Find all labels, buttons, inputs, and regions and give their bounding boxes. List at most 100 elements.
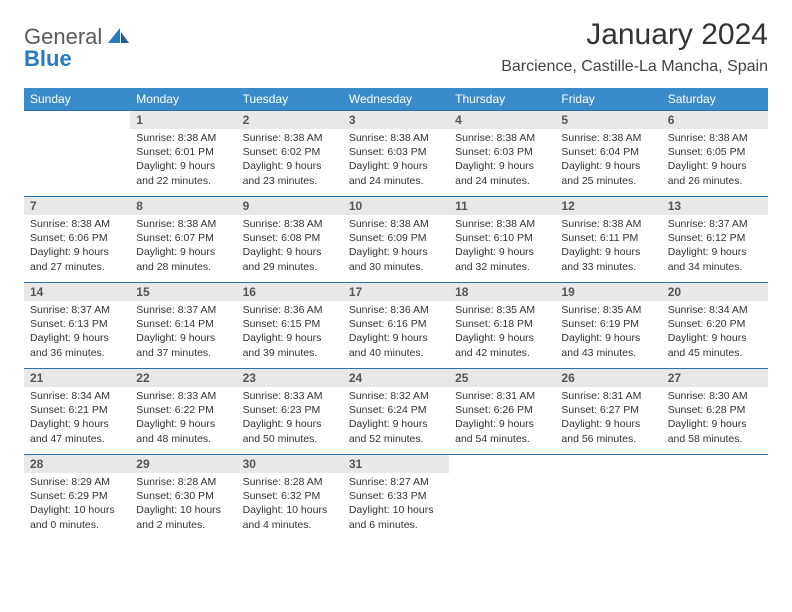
sunset-line: Sunset: 6:18 PM [455, 317, 549, 331]
sunset-line: Sunset: 6:02 PM [243, 145, 337, 159]
day-number: 14 [24, 283, 130, 301]
day-number: 15 [130, 283, 236, 301]
day-number [555, 455, 661, 459]
day-number: 28 [24, 455, 130, 473]
weekday-header-row: Sunday Monday Tuesday Wednesday Thursday… [24, 88, 768, 111]
daylight-line: Daylight: 9 hours and 34 minutes. [668, 245, 762, 273]
day-details: Sunrise: 8:33 AMSunset: 6:22 PMDaylight:… [130, 387, 236, 452]
daylight-line: Daylight: 9 hours and 24 minutes. [349, 159, 443, 187]
sunset-line: Sunset: 6:26 PM [455, 403, 549, 417]
sunset-line: Sunset: 6:05 PM [668, 145, 762, 159]
day-details: Sunrise: 8:34 AMSunset: 6:21 PMDaylight:… [24, 387, 130, 452]
sunrise-line: Sunrise: 8:38 AM [561, 131, 655, 145]
calendar-day-cell [555, 455, 661, 541]
sunrise-line: Sunrise: 8:31 AM [455, 389, 549, 403]
calendar-day-cell: 23Sunrise: 8:33 AMSunset: 6:23 PMDayligh… [237, 369, 343, 455]
weekday-header: Friday [555, 88, 661, 111]
sunrise-line: Sunrise: 8:38 AM [243, 131, 337, 145]
day-details: Sunrise: 8:36 AMSunset: 6:16 PMDaylight:… [343, 301, 449, 366]
daylight-line: Daylight: 9 hours and 43 minutes. [561, 331, 655, 359]
sunrise-line: Sunrise: 8:38 AM [668, 131, 762, 145]
sunset-line: Sunset: 6:11 PM [561, 231, 655, 245]
sunset-line: Sunset: 6:24 PM [349, 403, 443, 417]
sunrise-line: Sunrise: 8:38 AM [136, 217, 230, 231]
day-details: Sunrise: 8:37 AMSunset: 6:14 PMDaylight:… [130, 301, 236, 366]
daylight-line: Daylight: 9 hours and 52 minutes. [349, 417, 443, 445]
day-number: 22 [130, 369, 236, 387]
sunset-line: Sunset: 6:33 PM [349, 489, 443, 503]
sunset-line: Sunset: 6:10 PM [455, 231, 549, 245]
daylight-line: Daylight: 9 hours and 36 minutes. [30, 331, 124, 359]
sunset-line: Sunset: 6:01 PM [136, 145, 230, 159]
daylight-line: Daylight: 9 hours and 28 minutes. [136, 245, 230, 273]
sunrise-line: Sunrise: 8:34 AM [30, 389, 124, 403]
day-details: Sunrise: 8:38 AMSunset: 6:05 PMDaylight:… [662, 129, 768, 194]
sunset-line: Sunset: 6:19 PM [561, 317, 655, 331]
daylight-line: Daylight: 9 hours and 33 minutes. [561, 245, 655, 273]
calendar-week-row: 14Sunrise: 8:37 AMSunset: 6:13 PMDayligh… [24, 283, 768, 369]
day-number: 7 [24, 197, 130, 215]
daylight-line: Daylight: 9 hours and 37 minutes. [136, 331, 230, 359]
day-details: Sunrise: 8:36 AMSunset: 6:15 PMDaylight:… [237, 301, 343, 366]
sunrise-line: Sunrise: 8:29 AM [30, 475, 124, 489]
day-number: 16 [237, 283, 343, 301]
day-number: 21 [24, 369, 130, 387]
calendar-day-cell: 27Sunrise: 8:30 AMSunset: 6:28 PMDayligh… [662, 369, 768, 455]
day-number: 30 [237, 455, 343, 473]
logo: General Blue [24, 18, 130, 70]
day-number: 1 [130, 111, 236, 129]
sunrise-line: Sunrise: 8:38 AM [561, 217, 655, 231]
weekday-header: Thursday [449, 88, 555, 111]
sunrise-line: Sunrise: 8:37 AM [668, 217, 762, 231]
day-details: Sunrise: 8:38 AMSunset: 6:08 PMDaylight:… [237, 215, 343, 280]
day-number: 26 [555, 369, 661, 387]
sunset-line: Sunset: 6:03 PM [349, 145, 443, 159]
day-details: Sunrise: 8:35 AMSunset: 6:18 PMDaylight:… [449, 301, 555, 366]
sunrise-line: Sunrise: 8:30 AM [668, 389, 762, 403]
daylight-line: Daylight: 9 hours and 27 minutes. [30, 245, 124, 273]
sunrise-line: Sunrise: 8:35 AM [455, 303, 549, 317]
daylight-line: Daylight: 9 hours and 54 minutes. [455, 417, 549, 445]
day-number: 20 [662, 283, 768, 301]
calendar-day-cell: 14Sunrise: 8:37 AMSunset: 6:13 PMDayligh… [24, 283, 130, 369]
day-details: Sunrise: 8:38 AMSunset: 6:02 PMDaylight:… [237, 129, 343, 194]
calendar-day-cell: 26Sunrise: 8:31 AMSunset: 6:27 PMDayligh… [555, 369, 661, 455]
daylight-line: Daylight: 9 hours and 45 minutes. [668, 331, 762, 359]
daylight-line: Daylight: 10 hours and 4 minutes. [243, 503, 337, 531]
calendar-day-cell: 20Sunrise: 8:34 AMSunset: 6:20 PMDayligh… [662, 283, 768, 369]
calendar-day-cell: 25Sunrise: 8:31 AMSunset: 6:26 PMDayligh… [449, 369, 555, 455]
day-number: 4 [449, 111, 555, 129]
daylight-line: Daylight: 10 hours and 2 minutes. [136, 503, 230, 531]
calendar-day-cell: 19Sunrise: 8:35 AMSunset: 6:19 PMDayligh… [555, 283, 661, 369]
sunrise-line: Sunrise: 8:28 AM [243, 475, 337, 489]
calendar-day-cell: 7 Sunrise: 8:38 AMSunset: 6:06 PMDaylight… [24, 197, 130, 283]
calendar-day-cell: 16Sunrise: 8:36 AMSunset: 6:15 PMDayligh… [237, 283, 343, 369]
sunrise-line: Sunrise: 8:27 AM [349, 475, 443, 489]
day-number: 6 [662, 111, 768, 129]
calendar-day-cell: 6Sunrise: 8:38 AMSunset: 6:05 PMDaylight… [662, 111, 768, 197]
day-number [24, 111, 130, 115]
day-details: Sunrise: 8:28 AMSunset: 6:32 PMDaylight:… [237, 473, 343, 538]
sunset-line: Sunset: 6:06 PM [30, 231, 124, 245]
day-number: 11 [449, 197, 555, 215]
sunset-line: Sunset: 6:27 PM [561, 403, 655, 417]
daylight-line: Daylight: 9 hours and 30 minutes. [349, 245, 443, 273]
sunset-line: Sunset: 6:09 PM [349, 231, 443, 245]
calendar-day-cell: 9Sunrise: 8:38 AMSunset: 6:08 PMDaylight… [237, 197, 343, 283]
day-details: Sunrise: 8:38 AMSunset: 6:04 PMDaylight:… [555, 129, 661, 194]
daylight-line: Daylight: 9 hours and 23 minutes. [243, 159, 337, 187]
calendar-body: 1 Sunrise: 8:38 AM Sunset: 6:01 PM Daylight… [24, 111, 768, 541]
sunrise-line: Sunrise: 8:38 AM [349, 217, 443, 231]
day-details: Sunrise: 8:31 AMSunset: 6:26 PMDaylight:… [449, 387, 555, 452]
day-details: Sunrise: 8:35 AMSunset: 6:19 PMDaylight:… [555, 301, 661, 366]
calendar-day-cell: 11Sunrise: 8:38 AMSunset: 6:10 PMDayligh… [449, 197, 555, 283]
day-details: Sunrise: 8:34 AMSunset: 6:20 PMDaylight:… [662, 301, 768, 366]
daylight-line: Daylight: 9 hours and 42 minutes. [455, 331, 549, 359]
sunrise-line: Sunrise: 8:33 AM [243, 389, 337, 403]
day-number: 19 [555, 283, 661, 301]
day-number: 23 [237, 369, 343, 387]
sunrise-line: Sunrise: 8:38 AM [455, 131, 549, 145]
calendar-day-cell: 31Sunrise: 8:27 AMSunset: 6:33 PMDayligh… [343, 455, 449, 541]
sunrise-line: Sunrise: 8:38 AM [30, 217, 124, 231]
day-number: 9 [237, 197, 343, 215]
